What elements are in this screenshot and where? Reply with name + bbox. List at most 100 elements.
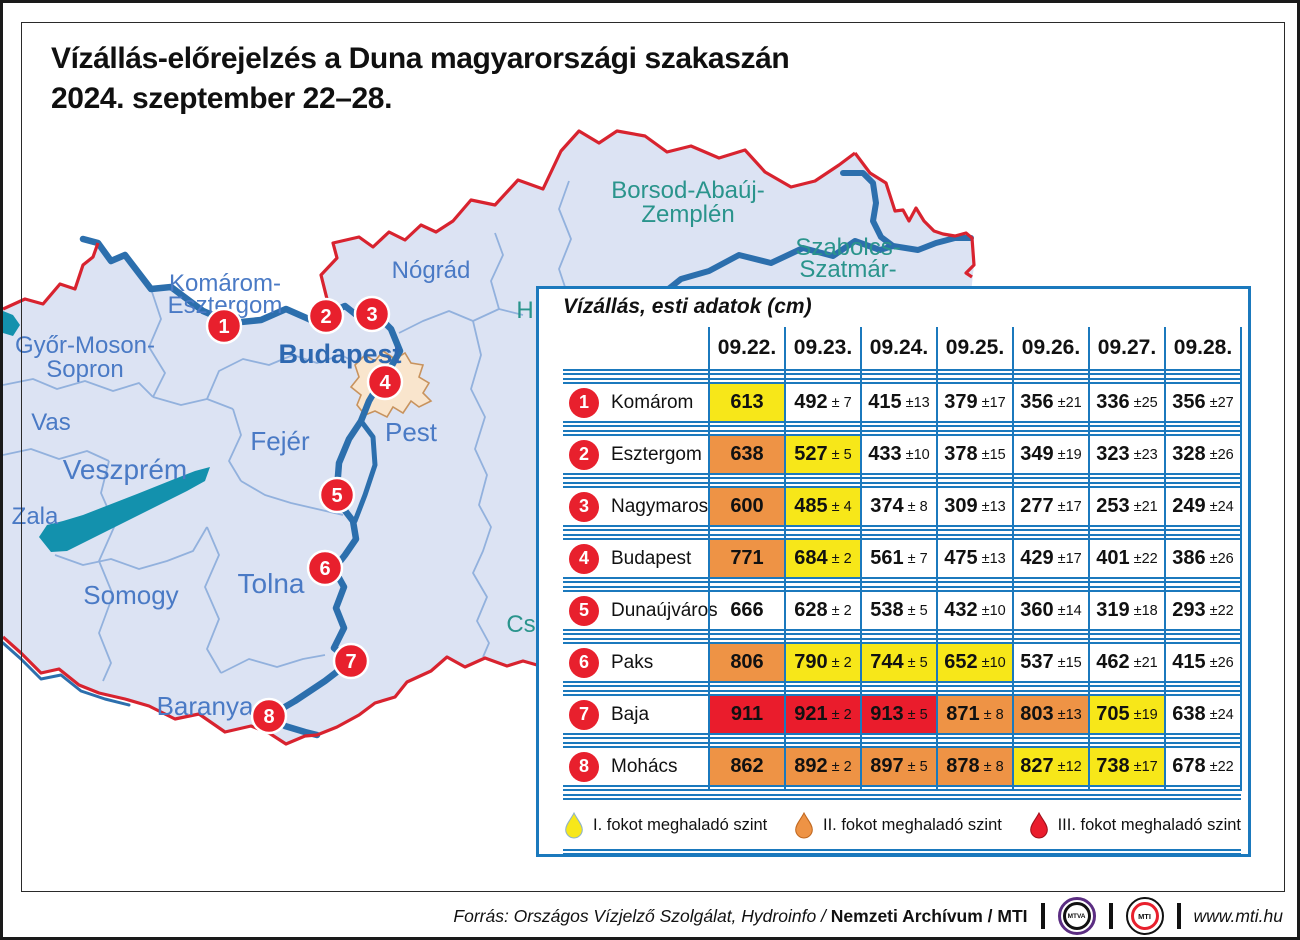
uncertainty-value: ±24 bbox=[1209, 498, 1234, 515]
station-name: Komárom bbox=[611, 391, 694, 413]
value-cell: 771 bbox=[709, 540, 785, 577]
value-cell: 527 ± 5 bbox=[785, 436, 861, 473]
table-row-Komárom: 1 Komárom 613 492 ± 7 415 ±13 379 ±17 356 ±21 336 ±2… bbox=[563, 378, 1241, 427]
table-header-spacer bbox=[563, 327, 709, 369]
value-cell: 613 bbox=[709, 384, 785, 421]
uncertainty-value: ± 5 bbox=[907, 706, 928, 723]
value-cell: 379 ±17 bbox=[937, 384, 1013, 421]
uncertainty-value: ±24 bbox=[1209, 706, 1234, 723]
value-cell: 415 ±13 bbox=[861, 384, 937, 421]
uncertainty-value: ±10 bbox=[981, 654, 1006, 671]
uncertainty-value: ±18 bbox=[1133, 602, 1158, 619]
uncertainty-value: ± 2 bbox=[831, 550, 852, 567]
uncertainty-value: ± 2 bbox=[831, 654, 852, 671]
uncertainty-value: ±13 bbox=[905, 394, 930, 411]
value-cell: 678 ±22 bbox=[1165, 748, 1241, 785]
station-marker-2: 2 bbox=[307, 297, 345, 335]
uncertainty-value: ±26 bbox=[1209, 446, 1234, 463]
station-cell: 7 Baja bbox=[563, 696, 709, 733]
value-cell: 492 ± 7 bbox=[785, 384, 861, 421]
value-cell: 537 ±15 bbox=[1013, 644, 1089, 681]
page-title-line2: 2024. szeptember 22–28. bbox=[51, 82, 393, 115]
uncertainty-value: ±10 bbox=[981, 602, 1006, 619]
value-cell: 666 bbox=[709, 592, 785, 629]
station-marker-4: 4 bbox=[366, 363, 404, 401]
station-cell: 6 Paks bbox=[563, 644, 709, 681]
county-label: Borsod-Abaúj-Zemplén bbox=[611, 177, 764, 228]
water-level-table: Vízállás, esti adatok (cm) 09.22. 09.23. 0… bbox=[536, 286, 1251, 857]
station-name: Paks bbox=[611, 651, 654, 673]
uncertainty-value: ±13 bbox=[981, 498, 1006, 515]
county-label: Fejér bbox=[250, 426, 310, 456]
uncertainty-value: ±17 bbox=[981, 394, 1006, 411]
county-label: Somogy bbox=[83, 580, 178, 610]
uncertainty-value: ±22 bbox=[1133, 550, 1158, 567]
uncertainty-value: ±25 bbox=[1133, 394, 1158, 411]
county-borders bbox=[3, 180, 572, 682]
county-label: Vas bbox=[31, 409, 71, 436]
uncertainty-value: ±27 bbox=[1209, 394, 1234, 411]
uncertainty-value: ±10 bbox=[905, 446, 930, 463]
water-level-value: 415 bbox=[1172, 651, 1206, 673]
value-cell: 432 ±10 bbox=[937, 592, 1013, 629]
county-label: Budapest bbox=[278, 339, 401, 369]
legend-item-level-II: II. fokot meghaladó szint bbox=[793, 811, 1002, 839]
page-title-line1: Vízállás-előrejelzés a Duna magyarország… bbox=[51, 42, 790, 75]
value-cell: 249 ±24 bbox=[1165, 488, 1241, 525]
svg-text:1: 1 bbox=[218, 316, 229, 338]
value-cell: 433 ±10 bbox=[861, 436, 937, 473]
water-level-value: 638 bbox=[730, 443, 764, 465]
water-level-value: 771 bbox=[730, 547, 764, 569]
county-label: Komárom-Esztergom bbox=[168, 270, 283, 319]
station-name: Mohács bbox=[611, 755, 678, 777]
water-drop-icon bbox=[1029, 811, 1048, 838]
table-bottom-rule bbox=[563, 849, 1241, 855]
value-cell: 462 ±21 bbox=[1089, 644, 1165, 681]
station-cell: 1 Komárom bbox=[563, 384, 709, 421]
water-level-value: 600 bbox=[730, 495, 764, 517]
water-drop-icon bbox=[565, 811, 583, 838]
uncertainty-value: ± 8 bbox=[983, 758, 1004, 775]
uncertainty-value: ±22 bbox=[1209, 758, 1234, 775]
water-level-value: 374 bbox=[870, 495, 904, 517]
station-number-badge: 6 bbox=[569, 647, 599, 678]
water-level-value: 921 bbox=[794, 703, 828, 725]
separator-bar bbox=[1108, 903, 1113, 929]
uncertainty-value: ±22 bbox=[1209, 602, 1234, 619]
water-level-value: 336 bbox=[1096, 391, 1130, 413]
value-cell: 360 ±14 bbox=[1013, 592, 1089, 629]
value-cell: 878 ± 8 bbox=[937, 748, 1013, 785]
water-level-value: 249 bbox=[1172, 495, 1206, 517]
water-level-value: 253 bbox=[1096, 495, 1130, 517]
station-name: Nagymaros bbox=[611, 495, 709, 517]
danube-island-branch bbox=[352, 418, 378, 524]
water-level-value: 638 bbox=[1172, 703, 1206, 725]
table-title: Vízállás, esti adatok (cm) bbox=[563, 295, 812, 318]
water-level-value: 790 bbox=[794, 651, 828, 673]
water-level-value: 429 bbox=[1020, 547, 1054, 569]
column-divider bbox=[860, 327, 862, 791]
water-level-value: 738 bbox=[1096, 755, 1130, 777]
table-row-Nagymaros: 3 Nagymaros 600 485 ± 4 374 ± 8 309 ±13 277 ±17 253… bbox=[563, 482, 1241, 531]
value-cell: 485 ± 4 bbox=[785, 488, 861, 525]
table-header-row: 09.22. 09.23. 09.24. 09.25. 09.26. 09.27. 09.2… bbox=[563, 327, 1241, 375]
water-level-value: 415 bbox=[868, 391, 902, 413]
water-level-value: 328 bbox=[1172, 443, 1206, 465]
legend-label: III. fokot meghaladó szint bbox=[1057, 815, 1241, 834]
station-cell: 8 Mohács bbox=[563, 748, 709, 785]
station-cell: 2 Esztergom bbox=[563, 436, 709, 473]
water-level-value: 652 bbox=[944, 651, 978, 673]
column-divider bbox=[1088, 327, 1090, 791]
water-level-value: 538 bbox=[870, 599, 904, 621]
value-cell: 309 ±13 bbox=[937, 488, 1013, 525]
value-cell: 806 bbox=[709, 644, 785, 681]
uncertainty-value: ± 5 bbox=[907, 602, 928, 619]
value-cell: 319 ±18 bbox=[1089, 592, 1165, 629]
value-cell: 871 ± 8 bbox=[937, 696, 1013, 733]
uncertainty-value: ±21 bbox=[1133, 654, 1158, 671]
water-level-value: 401 bbox=[1096, 547, 1130, 569]
water-level-value: 913 bbox=[870, 703, 904, 725]
county-label: H bbox=[516, 297, 533, 324]
value-cell: 538 ± 5 bbox=[861, 592, 937, 629]
